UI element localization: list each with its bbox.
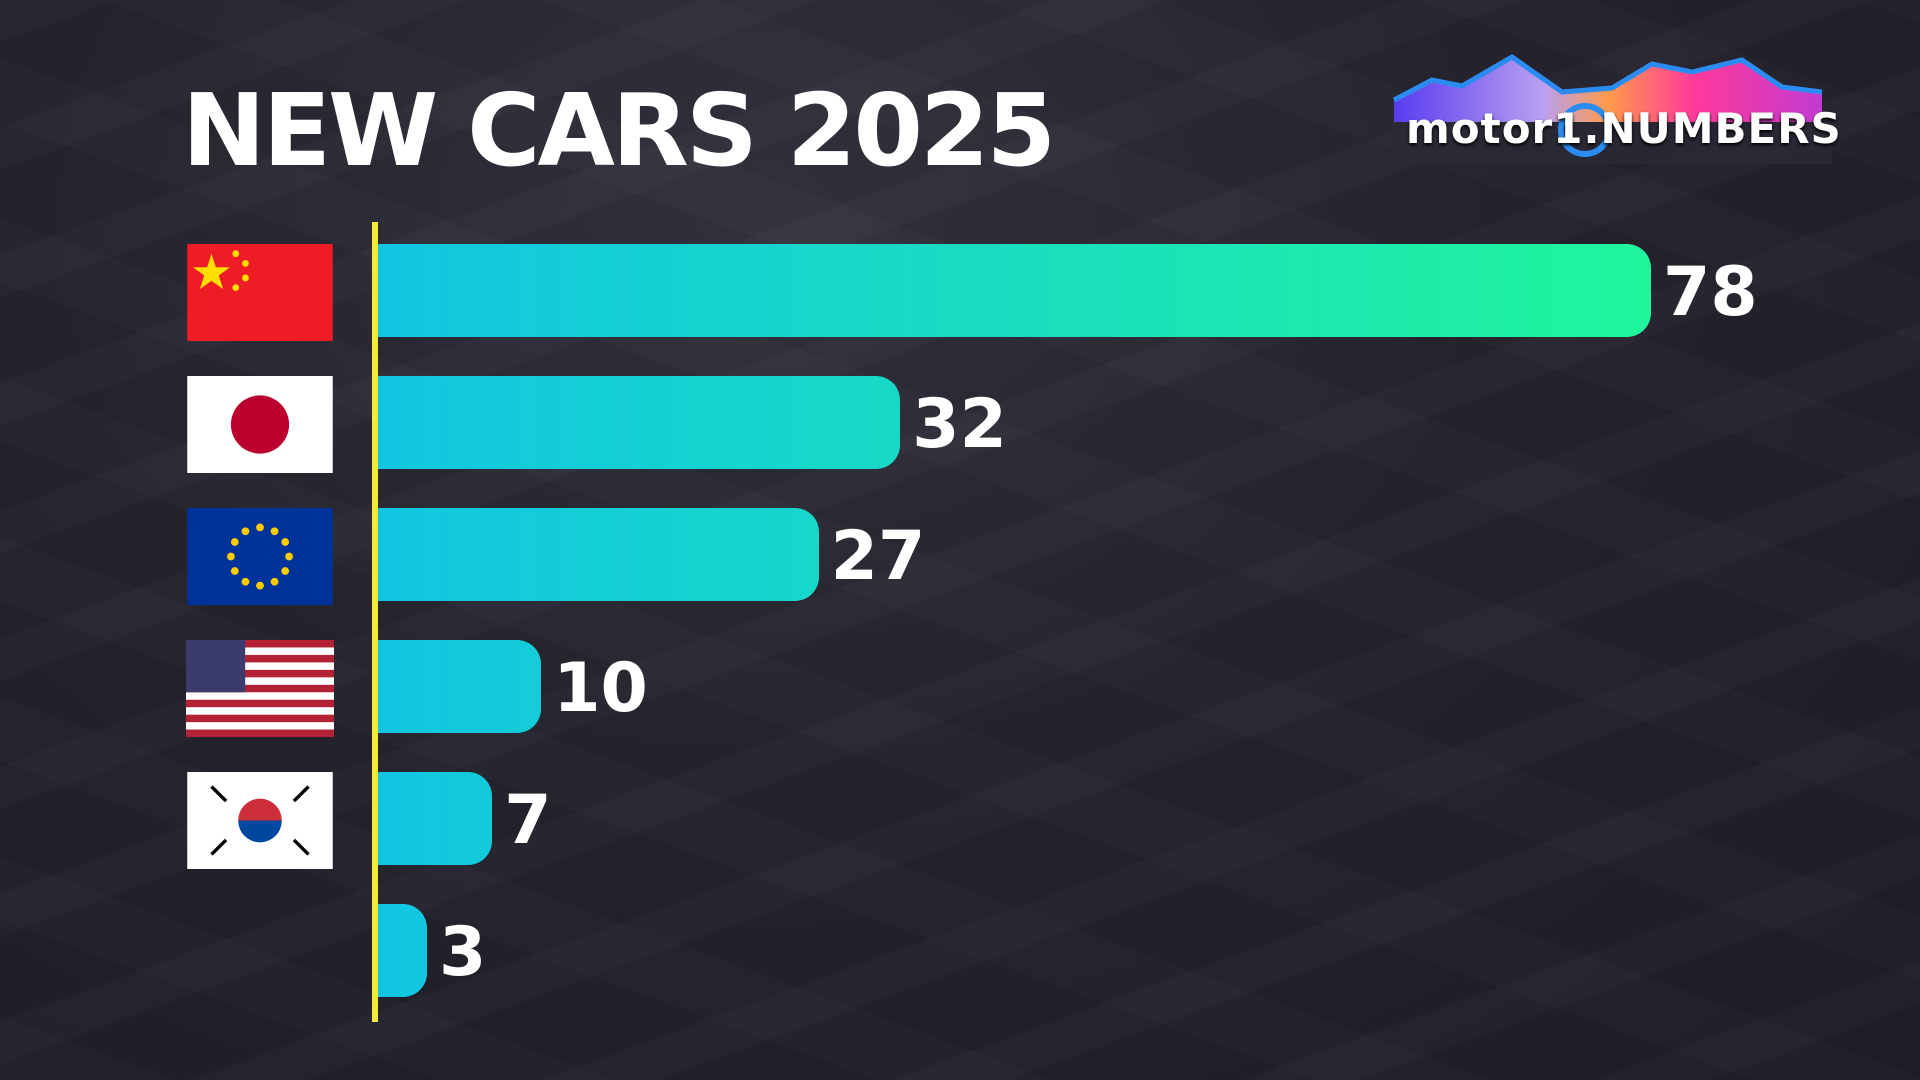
japan-flag-icon — [187, 376, 333, 473]
value-label: 10 — [553, 649, 648, 728]
bar-european-union — [378, 508, 819, 601]
bar-south-korea — [378, 772, 493, 865]
value-label: 7 — [504, 781, 552, 860]
value-label: 32 — [912, 385, 1007, 464]
bar-japan — [378, 376, 901, 469]
south-korea-flag-icon — [187, 772, 333, 869]
bar-china — [378, 244, 1651, 337]
chart-title: NEW CARS 2025 — [182, 72, 1056, 189]
value-label: 3 — [438, 913, 487, 992]
china-flag-icon — [187, 244, 333, 341]
usa-flag-icon — [186, 640, 334, 737]
bar-united-states — [378, 640, 542, 733]
eu-flag-icon — [187, 508, 333, 605]
value-label: 27 — [830, 517, 926, 596]
logo-mountain-icon — [1392, 54, 1832, 164]
motor1-numbers-logo: motor1.NUMBERS — [1392, 52, 1841, 164]
value-label: 78 — [1663, 253, 1758, 332]
bar--no-flag- — [378, 904, 427, 997]
y-axis-line — [372, 222, 378, 1022]
